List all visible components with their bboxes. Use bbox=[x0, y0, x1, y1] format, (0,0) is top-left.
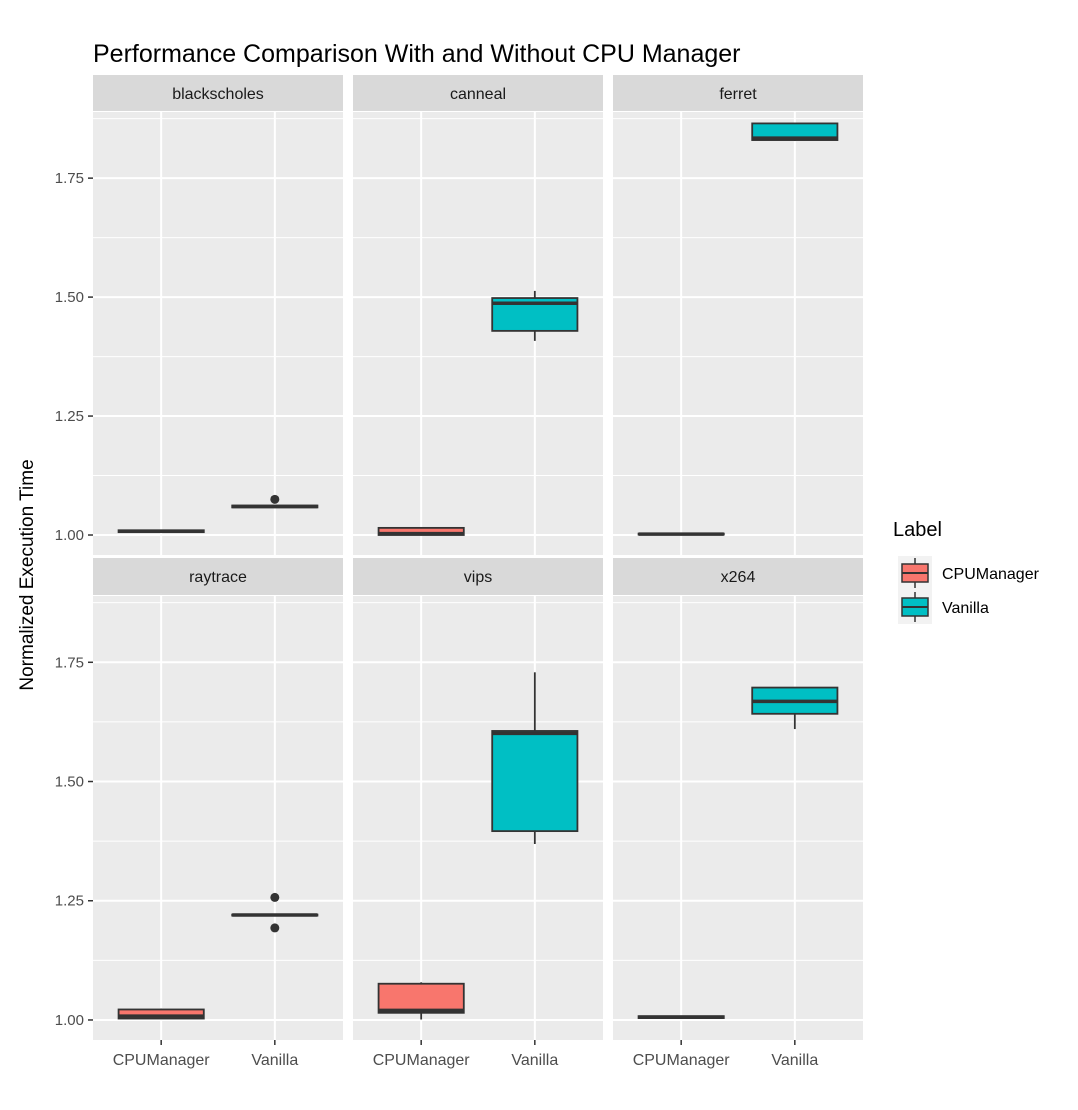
outlier-point bbox=[270, 923, 280, 933]
box-cpumanager bbox=[637, 532, 725, 536]
y-tick-label: 1.50 bbox=[55, 774, 84, 791]
outlier-point bbox=[270, 892, 280, 902]
box-vanilla bbox=[231, 494, 319, 509]
panel-background bbox=[353, 112, 603, 555]
x-tick-label: Vanilla bbox=[771, 1052, 818, 1069]
y-tick-label: 1.50 bbox=[55, 289, 84, 306]
box-iqr bbox=[117, 1008, 205, 1020]
legend: Label CPUManager Vanilla bbox=[893, 519, 1040, 624]
box-vanilla bbox=[751, 686, 839, 730]
box-iqr bbox=[751, 122, 839, 141]
facet-label: ferret bbox=[719, 86, 757, 103]
y-tick-label: 1.25 bbox=[55, 893, 84, 910]
y-tick-label: 1.75 bbox=[55, 170, 84, 187]
facet-strip bbox=[613, 558, 863, 595]
panel-background bbox=[93, 112, 343, 555]
facet-ferret: ferret bbox=[613, 75, 863, 555]
facet-label: blackscholes bbox=[172, 86, 264, 103]
facet-x264: x264 CPUManager Vanilla bbox=[613, 558, 863, 1069]
box-vanilla bbox=[491, 672, 579, 844]
outlier-point bbox=[270, 494, 280, 504]
facet-raytrace: raytrace 1.00 1.25 1.50 1.75 CPUManager Vanill… bbox=[55, 558, 343, 1069]
x-tick-label: Vanilla bbox=[251, 1052, 298, 1069]
facet-strip bbox=[353, 558, 603, 595]
box-cpumanager bbox=[117, 1008, 205, 1020]
x-tick-label: Vanilla bbox=[511, 1052, 558, 1069]
facet-vips: vips CPUManager Vanilla bbox=[353, 558, 603, 1069]
panel-background bbox=[613, 112, 863, 555]
facet-canneal: canneal bbox=[353, 75, 603, 555]
x-tick-label: CPUManager bbox=[633, 1052, 731, 1069]
y-tick-label: 1.00 bbox=[55, 527, 84, 544]
box-iqr bbox=[491, 730, 579, 833]
box-cpumanager bbox=[377, 526, 465, 536]
panel-background bbox=[613, 596, 863, 1040]
y-tick-label: 1.00 bbox=[55, 1012, 84, 1029]
legend-label-vanilla: Vanilla bbox=[942, 600, 989, 617]
x-tick-label: CPUManager bbox=[113, 1052, 211, 1069]
box-cpumanager bbox=[637, 1015, 725, 1019]
box-cpumanager bbox=[377, 982, 465, 1020]
box-vanilla bbox=[751, 122, 839, 142]
facet-blackscholes: blackscholes 1.00 1.25 1.50 1.75 bbox=[55, 75, 343, 555]
y-tick-label: 1.25 bbox=[55, 408, 84, 425]
box-cpumanager bbox=[117, 529, 205, 534]
facet-strip bbox=[613, 75, 863, 111]
box-vanilla bbox=[231, 892, 319, 933]
facet-label: canneal bbox=[450, 86, 506, 103]
chart-title: Performance Comparison With and Without … bbox=[93, 40, 741, 68]
x-tick-label: CPUManager bbox=[373, 1052, 471, 1069]
facet-label: raytrace bbox=[189, 569, 247, 586]
facet-strip bbox=[93, 558, 343, 595]
facet-label: x264 bbox=[721, 569, 756, 586]
panel-background bbox=[93, 596, 343, 1040]
box-vanilla bbox=[491, 290, 579, 341]
box-iqr bbox=[377, 982, 465, 1014]
facet-strip bbox=[93, 75, 343, 111]
y-axis-label: Normalized Execution Time bbox=[17, 459, 38, 690]
legend-label-cpumanager: CPUManager bbox=[942, 566, 1040, 583]
y-tick-label: 1.75 bbox=[55, 654, 84, 671]
facet-strip bbox=[353, 75, 603, 111]
facet-label: vips bbox=[464, 569, 492, 586]
legend-title: Label bbox=[893, 519, 942, 541]
